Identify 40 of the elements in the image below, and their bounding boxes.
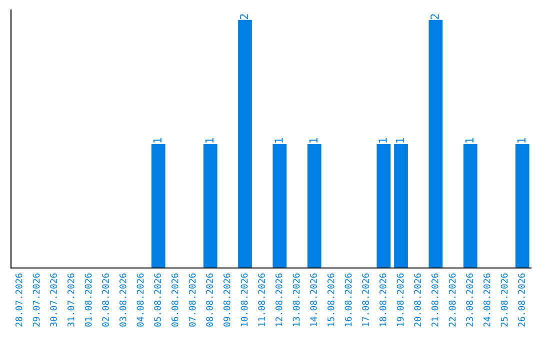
x-tick-label: 30.07.2026 [50,273,57,327]
x-tick-label: 08.08.2026 [206,273,213,327]
x-tick-label: 10.08.2026 [240,273,248,326]
x-tick-label: 15.08.2026 [327,273,334,326]
x-tick-label: 09.08.2026 [223,273,230,327]
data-label: 1 [153,138,162,143]
x-tick-label: 07.08.2026 [188,273,196,327]
x-tick-label: 06.08.2026 [171,273,178,327]
data-label: 2 [430,14,439,20]
data-label: 1 [274,138,283,143]
data-label: 1 [396,138,404,143]
x-tick-label: 13.08.2026 [292,273,300,326]
x-tick-label: 03.08.2026 [119,273,126,327]
data-label: 2 [240,14,248,20]
x-tick-label: 29.07.2026 [32,273,40,327]
x-tick-label: 16.08.2026 [344,273,352,326]
x-tick-label: 25.08.2026 [500,273,508,327]
x-tick-label: 05.08.2026 [154,273,161,327]
data-label: 1 [205,138,214,143]
data-label: 1 [378,138,387,143]
x-tick-label: 01.08.2026 [84,273,92,327]
x-tick-label: 21.08.2026 [431,273,438,327]
x-tick-label: 19.08.2026 [396,273,404,326]
x-tick-label: 22.08.2026 [448,273,456,327]
x-tick-label: 26.08.2026 [518,273,525,327]
x-tick-label: 20.08.2026 [414,273,421,327]
x-tick-label: 12.08.2026 [275,273,282,326]
x-tick-label: 24.08.2026 [483,273,490,327]
x-tick-label: 23.08.2026 [466,273,473,327]
data-label: 1 [465,138,474,143]
x-tick-label: 11.08.2026 [258,273,265,326]
data-label: 1 [309,138,318,143]
x-tick-label: 28.07.2026 [15,273,22,327]
x-tick-label: 02.08.2026 [102,273,109,327]
x-tick-label: 31.07.2026 [67,273,74,327]
x-tick-label: 04.08.2026 [136,273,144,327]
x-tick-label: 17.08.2026 [362,273,369,326]
x-tick-label: 18.08.2026 [379,273,386,326]
x-tick-label: 14.08.2026 [310,273,317,326]
data-label: 1 [517,138,526,143]
